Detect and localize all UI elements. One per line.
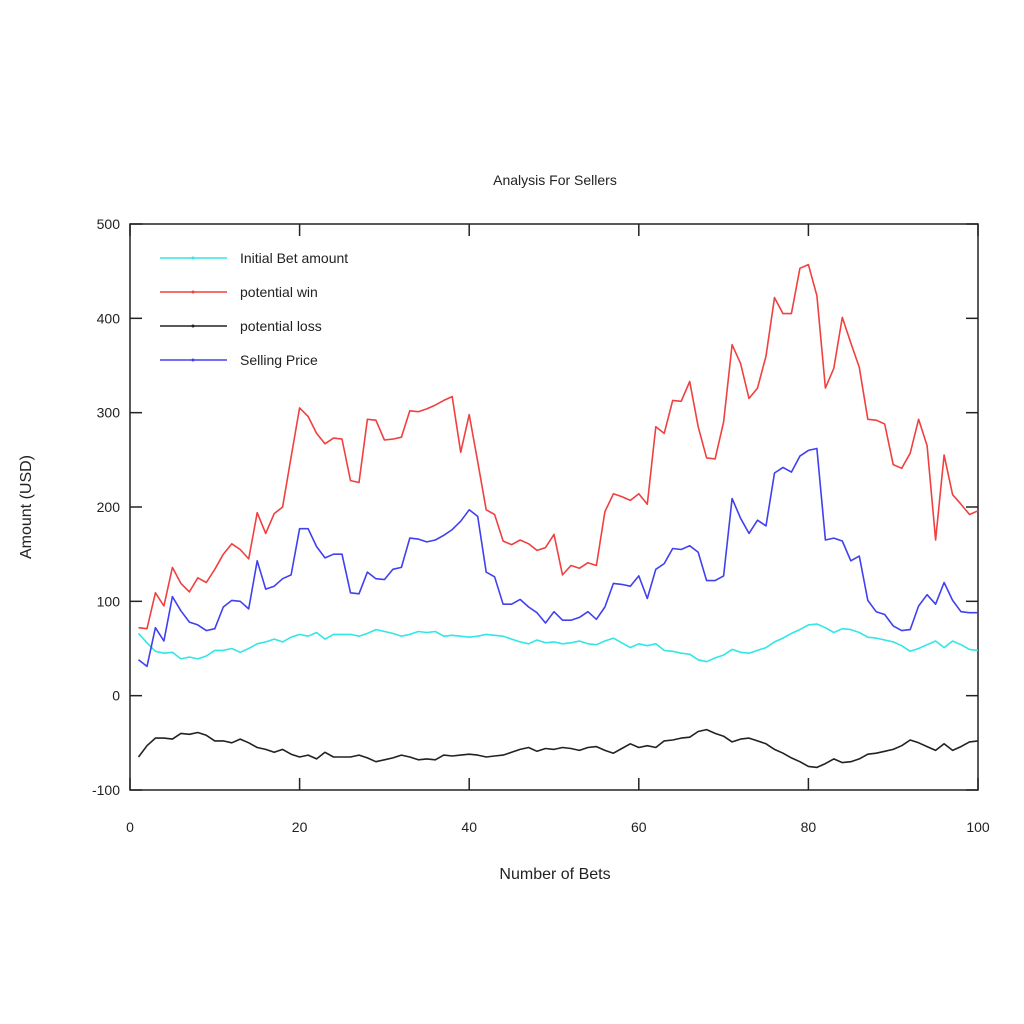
y-tick-label: 200 bbox=[97, 499, 121, 515]
legend-marker bbox=[191, 358, 195, 362]
legend-marker bbox=[191, 290, 195, 294]
legend-label: Selling Price bbox=[240, 352, 318, 368]
legend-item-initial-bet-amount: Initial Bet amount bbox=[160, 250, 348, 266]
legend-label: potential loss bbox=[240, 318, 322, 334]
series-line-potential-loss bbox=[137, 728, 979, 769]
x-tick-label: 20 bbox=[292, 819, 308, 835]
series-line-potential-win bbox=[138, 263, 979, 630]
x-axis-label: Number of Bets bbox=[499, 866, 610, 883]
legend-label: potential win bbox=[240, 284, 318, 300]
y-tick-label: -100 bbox=[92, 782, 120, 798]
y-tick-label: 0 bbox=[112, 688, 120, 704]
y-tick-label: 500 bbox=[97, 216, 121, 232]
plot-frame bbox=[129, 223, 979, 791]
legend-label: Initial Bet amount bbox=[240, 250, 348, 266]
legend-item-potential-loss: potential loss bbox=[160, 318, 322, 334]
series-line-selling-price bbox=[138, 447, 978, 668]
x-tick-label: 40 bbox=[461, 819, 477, 835]
x-tick-label: 100 bbox=[966, 819, 990, 835]
series-lines bbox=[137, 263, 979, 769]
legend-marker bbox=[191, 324, 195, 328]
x-tick-label: 60 bbox=[631, 819, 647, 835]
chart-title: Analysis For Sellers bbox=[493, 172, 617, 188]
y-tick-label: 100 bbox=[97, 593, 121, 609]
y-axis-label: Amount (USD) bbox=[18, 455, 35, 559]
legend-marker bbox=[191, 256, 195, 260]
y-tick-label: 300 bbox=[97, 405, 121, 421]
legend-item-potential-win: potential win bbox=[160, 284, 318, 300]
y-tick-label: 400 bbox=[97, 310, 121, 326]
axis-ticks: -100 0 100 200 300 400 500 0 20 40 60 80 100 bbox=[92, 216, 990, 835]
series-line-initial-bet-amount bbox=[137, 623, 979, 663]
legend-item-selling-price: Selling Price bbox=[160, 352, 318, 368]
legend: Initial Bet amount potential win potential… bbox=[160, 250, 348, 368]
x-tick-label: 0 bbox=[126, 819, 134, 835]
x-tick-label: 80 bbox=[801, 819, 817, 835]
